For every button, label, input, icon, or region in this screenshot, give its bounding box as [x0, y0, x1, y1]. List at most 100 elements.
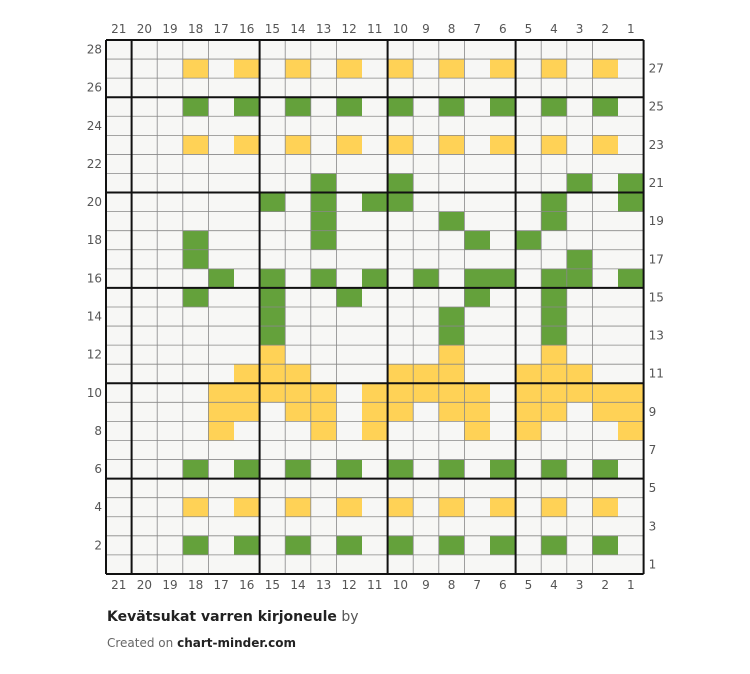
stitch-cell-yellow [541, 383, 567, 403]
stitch-cell-yellow [438, 497, 465, 517]
stitch-cell-green [541, 211, 567, 231]
stitch-cell-yellow [592, 383, 618, 403]
stitch-cell-green [182, 230, 209, 250]
stitch-cell-yellow [362, 383, 388, 403]
stitch-cell-yellow [234, 497, 260, 517]
stitch-cell-green [515, 230, 542, 250]
row-number-right: 23 [649, 138, 664, 152]
column-number-bottom: 3 [576, 578, 584, 592]
row-number-left: 6 [94, 462, 102, 476]
stitch-cell-yellow [285, 383, 311, 403]
stitch-cell-yellow [310, 402, 337, 422]
stitch-cell-green [336, 287, 362, 307]
stitch-cell-green [310, 192, 337, 212]
stitch-cell-green [566, 173, 593, 193]
stitch-cell-green [387, 459, 414, 479]
stitch-cell-yellow [464, 383, 490, 403]
stitch-cell-green [285, 535, 311, 555]
stitch-cell-yellow [515, 402, 542, 422]
stitch-cell-yellow [438, 364, 465, 384]
stitch-cell-yellow [438, 345, 465, 365]
stitch-cell-yellow [259, 345, 286, 365]
stitch-cell-green [336, 97, 362, 117]
row-number-left: 4 [94, 500, 102, 514]
stitch-cell-green [259, 326, 286, 346]
column-number-top: 11 [367, 22, 382, 36]
stitch-cell-green [541, 535, 567, 555]
stitch-cell-yellow [413, 364, 439, 384]
column-number-top: 9 [422, 22, 430, 36]
stitch-cell-yellow [387, 402, 414, 422]
column-number-bottom: 5 [525, 578, 533, 592]
stitch-cell-green [541, 459, 567, 479]
column-number-top: 2 [601, 22, 609, 36]
stitch-cell-green [182, 535, 209, 555]
credit-site-link[interactable]: chart-minder.com [177, 636, 296, 650]
stitch-cell-yellow [182, 497, 209, 517]
stitch-cell-yellow [234, 402, 260, 422]
row-number-left: 22 [87, 157, 102, 171]
column-number-bottom: 1 [627, 578, 635, 592]
column-number-bottom: 11 [367, 578, 382, 592]
stitch-cell-yellow [387, 364, 414, 384]
column-number-top: 16 [239, 22, 254, 36]
pattern-title[interactable]: Kevätsukat varren kirjoneule [107, 609, 337, 625]
stitch-cell-green [387, 97, 414, 117]
stitch-cell-yellow [259, 364, 286, 384]
stitch-cell-yellow [208, 383, 234, 403]
stitch-cell-green [490, 268, 516, 288]
stitch-cell-yellow [285, 497, 311, 517]
stitch-cell-green [618, 173, 644, 193]
row-number-left: 8 [94, 424, 102, 438]
row-number-left: 28 [87, 43, 102, 57]
column-number-bottom: 12 [342, 578, 357, 592]
stitch-cell-yellow [362, 421, 388, 441]
stitch-cell-green [464, 230, 490, 250]
stitch-cell-yellow [618, 421, 644, 441]
stitch-cell-green [259, 192, 286, 212]
column-number-bottom: 14 [290, 578, 305, 592]
column-number-top: 10 [393, 22, 408, 36]
stitch-cell-green [182, 97, 209, 117]
column-number-top: 18 [188, 22, 203, 36]
stitch-cell-yellow [618, 402, 644, 422]
row-number-left: 16 [87, 271, 102, 285]
stitch-cell-yellow [438, 135, 465, 155]
stitch-cell-green [490, 535, 516, 555]
stitch-cell-green [618, 192, 644, 212]
stitch-cell-yellow [592, 59, 618, 79]
stitch-cell-green [310, 268, 337, 288]
stitch-cell-yellow [336, 497, 362, 517]
stitch-cell-green [490, 97, 516, 117]
stitch-cell-yellow [387, 59, 414, 79]
stitch-cell-yellow [336, 59, 362, 79]
stitch-cell-yellow [490, 135, 516, 155]
column-number-top: 6 [499, 22, 507, 36]
stitch-cell-yellow [541, 345, 567, 365]
stitch-cell-yellow [438, 383, 465, 403]
column-number-bottom: 8 [448, 578, 456, 592]
stitch-cell-yellow [541, 59, 567, 79]
stitch-cell-green [541, 97, 567, 117]
stitch-cell-yellow [259, 383, 286, 403]
stitch-cell-green [387, 535, 414, 555]
credit-line: Created on chart-minder.com [107, 636, 296, 650]
column-number-bottom: 9 [422, 578, 430, 592]
stitch-cell-yellow [387, 497, 414, 517]
stitch-cell-green [438, 459, 465, 479]
pattern-title-line: Kevätsukat varren kirjoneule by [107, 609, 358, 625]
pattern-by: by [341, 609, 359, 625]
stitch-cell-green [464, 268, 490, 288]
stitch-cell-yellow [541, 135, 567, 155]
column-number-bottom: 2 [601, 578, 609, 592]
stitch-cell-yellow [208, 421, 234, 441]
stitch-cell-green [413, 268, 439, 288]
stitch-cell-green [618, 268, 644, 288]
column-number-top: 12 [342, 22, 357, 36]
stitch-cell-yellow [208, 402, 234, 422]
column-number-bottom: 10 [393, 578, 408, 592]
row-number-right: 13 [649, 329, 664, 343]
row-number-left: 24 [87, 119, 102, 133]
column-number-top: 8 [448, 22, 456, 36]
stitch-cell-yellow [592, 402, 618, 422]
